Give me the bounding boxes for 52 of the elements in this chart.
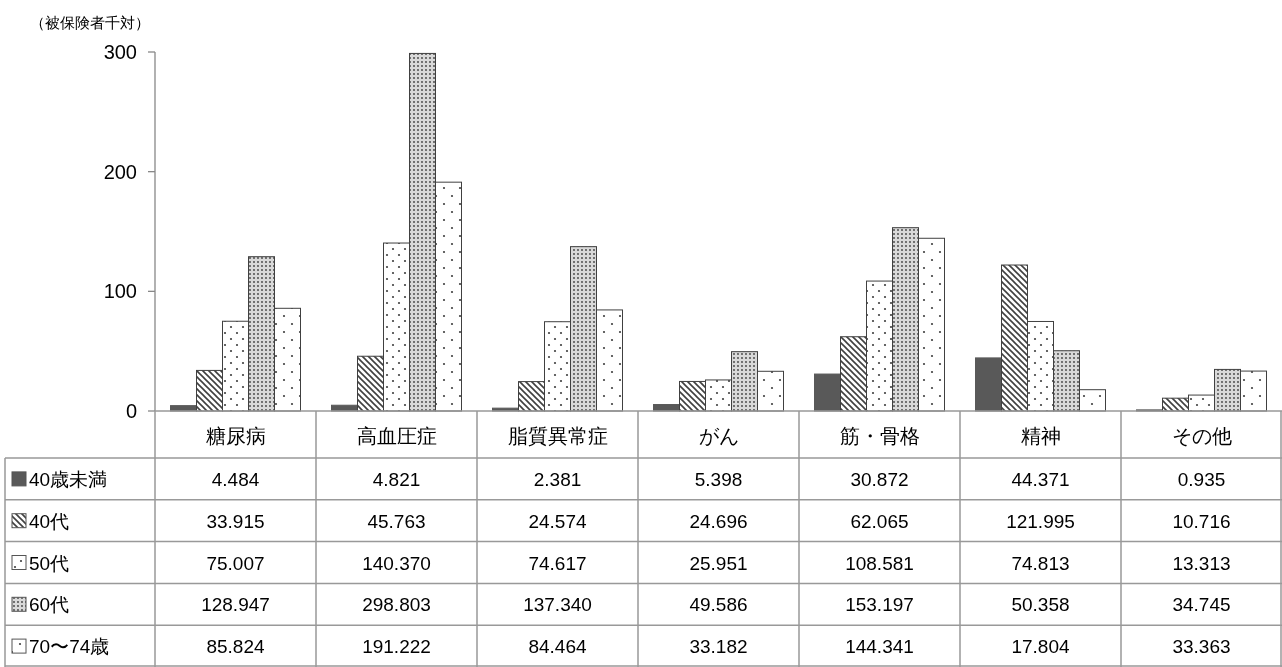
- text: 24.696: [689, 510, 748, 532]
- y-tick-label: 0: [125, 400, 137, 422]
- text: 85.824: [206, 636, 265, 658]
- text: 4.821: [372, 468, 421, 490]
- text: 62.065: [850, 510, 909, 532]
- text: 128.947: [201, 594, 270, 616]
- text: 45.763: [367, 510, 426, 532]
- x-tick-label: 精神: [1020, 425, 1061, 447]
- legend-label: 60代: [29, 594, 70, 616]
- ylabel: （被保険者千対）: [30, 14, 150, 31]
- text: 24.574: [528, 510, 587, 532]
- text: 298.803: [362, 594, 431, 616]
- text: 10.716: [1172, 510, 1231, 532]
- text: 33.363: [1172, 636, 1231, 658]
- text: 2.381: [533, 468, 582, 490]
- text: 30.872: [850, 468, 909, 490]
- text: 25.951: [689, 552, 748, 574]
- text: 49.586: [689, 594, 748, 616]
- y-tick-label: 100: [103, 280, 137, 303]
- text: 121.995: [1006, 510, 1075, 532]
- text: 84.464: [528, 636, 587, 658]
- text: 153.197: [845, 594, 914, 616]
- text: 144.341: [845, 636, 914, 658]
- x-tick-label: 糖尿病: [205, 425, 266, 447]
- text: 50.358: [1011, 594, 1070, 616]
- x-tick-label: 高血圧症: [356, 425, 437, 447]
- y-tick-label: 300: [103, 41, 137, 63]
- legend-label: 40歳未満: [29, 468, 108, 490]
- x-tick-label: その他: [1171, 425, 1232, 447]
- legend-label: 40代: [29, 510, 70, 532]
- text: 108.581: [845, 552, 914, 574]
- legend-label: 50代: [29, 552, 70, 574]
- text: 33.182: [689, 636, 748, 658]
- x-tick-label: 筋・骨格: [839, 425, 920, 447]
- text: 33.915: [206, 510, 265, 532]
- text: 17.804: [1011, 636, 1070, 658]
- text: 5.398: [694, 468, 743, 490]
- text: 137.340: [523, 594, 592, 616]
- text: 4.484: [211, 468, 260, 490]
- x-tick-label: 脂質異常症: [507, 425, 608, 447]
- text: 44.371: [1011, 468, 1070, 490]
- x-tick-label: がん: [698, 425, 739, 447]
- text: 0.935: [1177, 468, 1226, 490]
- text: 140.370: [362, 552, 431, 574]
- text: 13.313: [1172, 552, 1231, 574]
- legend-label: 70〜74歳: [29, 636, 110, 658]
- text: 75.007: [206, 552, 265, 574]
- text: 34.745: [1172, 594, 1231, 616]
- text: 191.222: [362, 636, 431, 658]
- text: 74.617: [528, 552, 587, 574]
- y-tick-label: 200: [103, 160, 137, 183]
- text: 74.813: [1011, 552, 1070, 574]
